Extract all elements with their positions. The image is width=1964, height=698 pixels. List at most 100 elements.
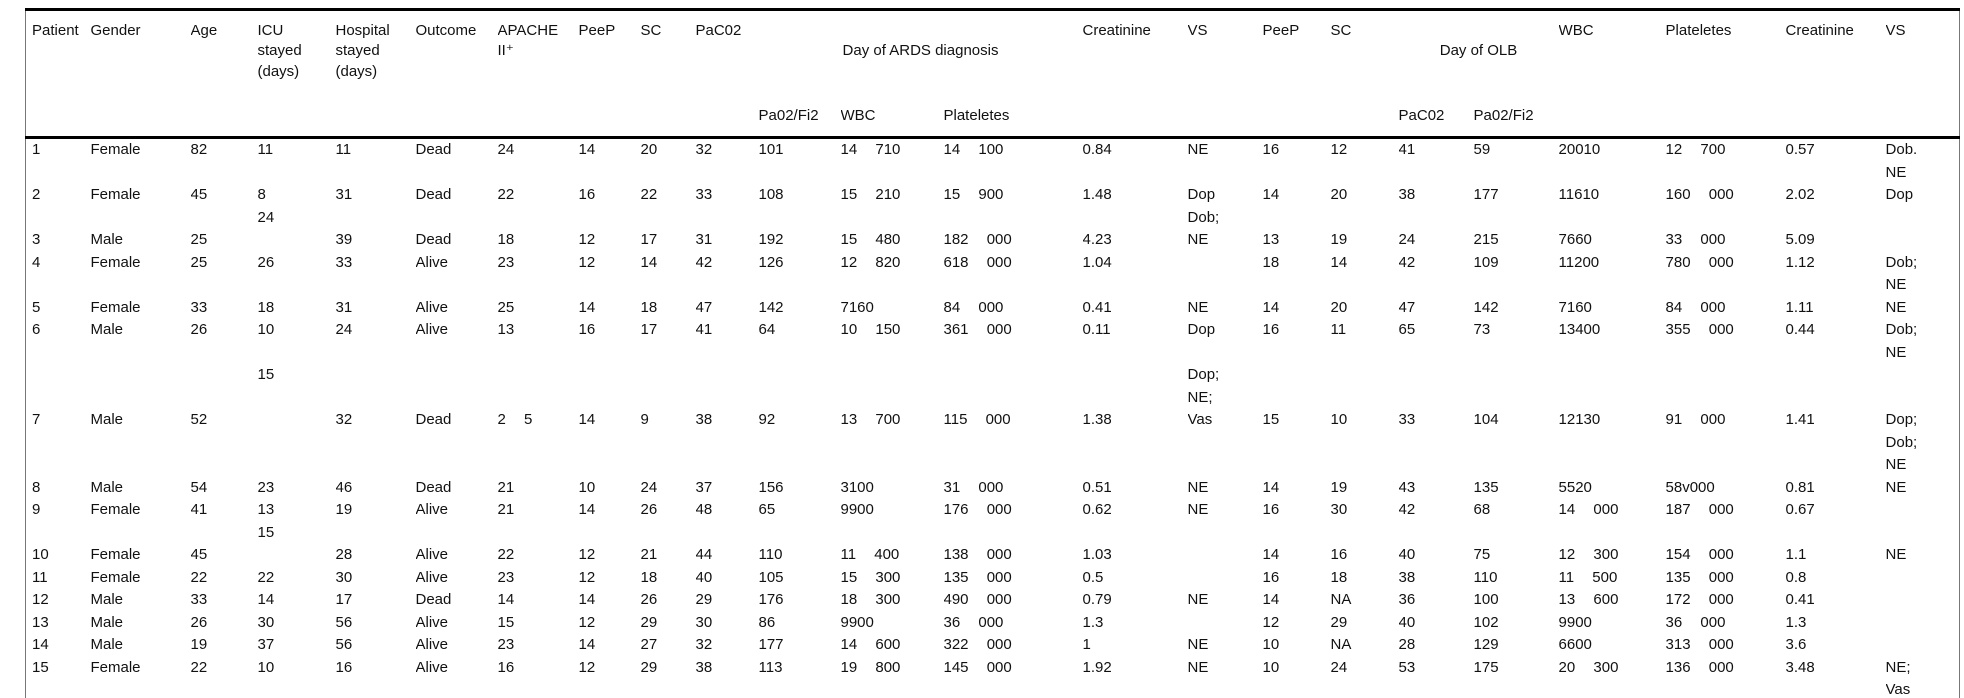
table-cell: Male xyxy=(90,321,124,339)
table-cell: 23 xyxy=(257,478,275,496)
table-cell: 22 xyxy=(190,658,208,676)
table-cell: Female xyxy=(90,568,141,586)
table-cell xyxy=(1399,364,1474,409)
table-cell: 23 xyxy=(497,636,515,654)
table-cell: Male xyxy=(90,231,124,249)
table-row: 13 Male 26 30 56 Alive 15 12 29 30 86 9900 36 000 1.3… xyxy=(26,612,1960,635)
table-cell: NE xyxy=(1187,591,1209,609)
table-cell: 7660 xyxy=(1558,231,1592,249)
table-cell: NE xyxy=(1187,231,1209,249)
table-row: 11 Female 22 22 30 Alive 23 12 18 40 105 15 300 135 … xyxy=(26,567,1960,590)
table-cell: 14 xyxy=(497,591,515,609)
table-cell: 19 xyxy=(1330,231,1348,249)
table-cell: NE xyxy=(1187,141,1209,159)
group-header-olb-label: Day of OLB xyxy=(1439,42,1518,60)
table-cell: 32 xyxy=(335,411,353,429)
table-cell xyxy=(1886,589,1960,612)
table-cell: 15 xyxy=(497,613,515,631)
table-cell: 12 820 xyxy=(840,253,901,271)
table-cell xyxy=(759,364,841,409)
table-cell: 322 000 xyxy=(943,636,1012,654)
table-cell: 9900 xyxy=(840,613,874,631)
table-row: 6 Male 26 10 24 Alive 13 16 17 41 64 10 150 361 000 0… xyxy=(26,319,1960,364)
table-cell: 0.79 xyxy=(1082,591,1112,609)
table-cell: 82 xyxy=(190,141,208,159)
table-cell: 20 xyxy=(1330,186,1348,204)
table-cell: 182 000 xyxy=(943,231,1012,249)
table-cell xyxy=(416,364,498,409)
table-cell: 12 xyxy=(578,613,596,631)
table-cell: 0.62 xyxy=(1082,501,1112,519)
table-cell: 41 xyxy=(695,321,713,339)
table-cell: Dead xyxy=(415,478,452,496)
table-cell: 73 xyxy=(1473,321,1491,339)
table-cell: 490 000 xyxy=(943,591,1012,609)
table-cell: 18 xyxy=(497,231,515,249)
table-cell: 1.48 xyxy=(1082,186,1112,204)
table-cell: 15 210 xyxy=(840,186,901,204)
table-cell: 113 xyxy=(758,658,783,676)
table-cell: 11610 xyxy=(1558,186,1600,204)
table-cell: 361 000 xyxy=(943,321,1012,339)
table-cell: 45 xyxy=(190,186,208,204)
table-cell: 33 xyxy=(190,591,208,609)
table-cell: 13 xyxy=(1262,231,1280,249)
table-cell: Female xyxy=(90,501,141,519)
table-cell: 0.41 xyxy=(1082,298,1112,316)
table-cell: 18 xyxy=(1262,253,1280,271)
table-cell: 0.67 xyxy=(1785,501,1815,519)
table-row: 1 Female 82 11 11 Dead 24 14 20 32 101 14 710 14 100… xyxy=(26,138,1960,185)
table-cell: 24 xyxy=(335,321,353,339)
table-cell: 142 xyxy=(1473,298,1499,316)
table-cell: 13 700 xyxy=(840,411,901,429)
table-cell: 22 xyxy=(497,186,515,204)
table-cell: 1.3 xyxy=(1785,613,1807,631)
col-header-outcome: Outcome xyxy=(415,22,477,39)
table-cell: 135 000 xyxy=(943,568,1012,586)
table-cell: 36 000 xyxy=(1665,613,1726,631)
table-cell: Female xyxy=(90,658,141,676)
table-cell: 104 xyxy=(1473,411,1499,429)
table-cell: 12130 xyxy=(1558,411,1601,429)
table-cell: 0.41 xyxy=(1785,591,1815,609)
col-header-hospital-stayed: Hospital stayed (days) xyxy=(335,22,390,80)
table-cell: 24 xyxy=(497,141,515,159)
table-cell: 108 xyxy=(758,186,784,204)
table-cell: 38 xyxy=(1398,568,1416,586)
table-cell xyxy=(498,364,579,409)
table-cell: 11 xyxy=(1330,321,1347,339)
table-cell xyxy=(1886,634,1960,657)
table-cell: 129 xyxy=(1473,636,1499,654)
table-cell: Dop Dob; xyxy=(1187,186,1220,226)
table-cell: 29 xyxy=(640,613,658,631)
table-cell: 68 xyxy=(1473,501,1491,519)
table-cell: Dead xyxy=(415,231,452,249)
col-header-olb-pao2fio2: Pa02/Fi2 xyxy=(1473,107,1534,124)
table-cell: 24 xyxy=(1398,231,1416,249)
table-cell: 14 xyxy=(1262,478,1280,496)
table-cell: 40 xyxy=(1398,613,1416,631)
table-cell: 16 xyxy=(1262,568,1280,586)
table-cell: 33 xyxy=(1398,411,1416,429)
table-cell: 14 xyxy=(578,636,596,654)
col-header-apache-ii: APACHE II⁺ xyxy=(497,22,559,60)
table-cell: 2 xyxy=(32,186,41,204)
table-cell: 10 xyxy=(1262,658,1280,676)
table-cell: 31 xyxy=(695,231,713,249)
table-cell: 6600 xyxy=(1558,636,1592,654)
table-cell: 14 xyxy=(640,253,658,271)
table-cell: 18 xyxy=(1330,568,1348,586)
table-cell: 14 xyxy=(1262,298,1280,316)
group-header-olb: Day of OLB xyxy=(1399,10,1559,105)
table-cell: 177 xyxy=(1473,186,1499,204)
table-cell: 13 xyxy=(32,613,49,631)
table-cell: Dead xyxy=(415,591,452,609)
col-header-sc-1: SC xyxy=(640,22,662,39)
table-cell: 22 xyxy=(190,568,208,586)
table-cell: 38 xyxy=(695,411,713,429)
table-cell xyxy=(944,364,1083,409)
table-cell: Female xyxy=(90,298,141,316)
table-cell: 17 xyxy=(640,231,658,249)
table-row: 4 Female 25 26 33 Alive 23 12 14 42 126 12 820 618 0… xyxy=(26,252,1960,297)
table-cell: 15 xyxy=(257,366,275,384)
